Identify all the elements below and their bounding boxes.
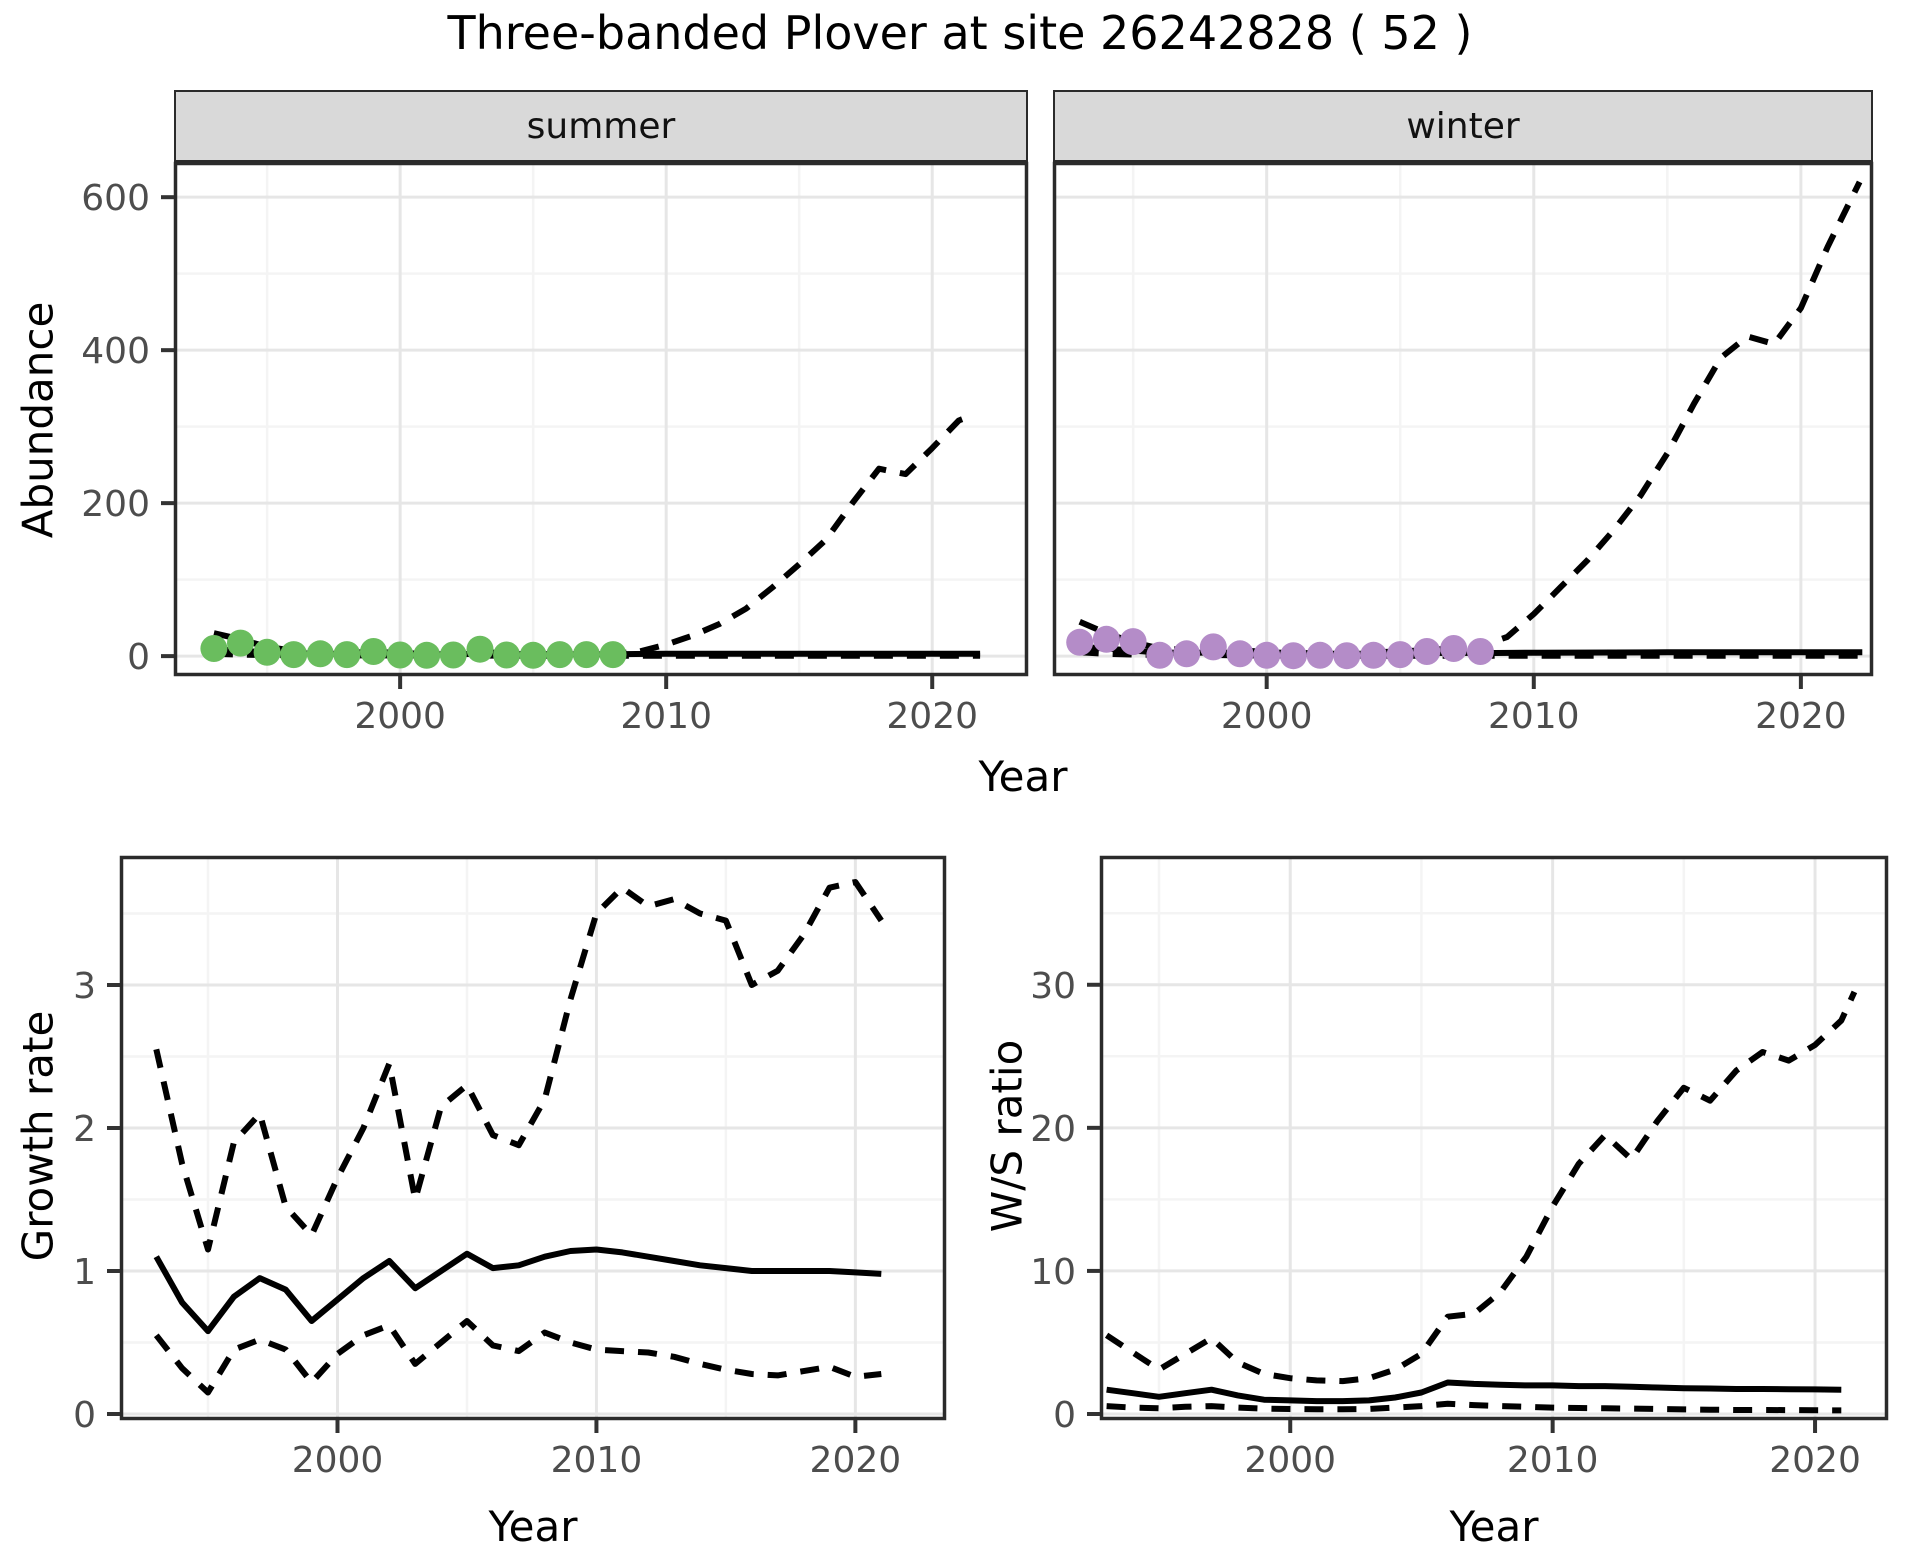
winter-observation-point — [1279, 642, 1307, 670]
growth-rate-axis-title: Growth rate — [13, 1010, 63, 1262]
summer-observation-point — [306, 640, 334, 668]
summer-observation-point — [227, 629, 254, 657]
abundance-axis-title: Abundance — [13, 301, 63, 539]
ws-estimate-line — [1106, 1379, 1842, 1405]
y-tick-label: 0 — [1053, 1395, 1076, 1436]
winter-observation-point — [1092, 625, 1120, 653]
growth-upper_ci-line — [153, 879, 884, 1253]
winter-observation-point — [1386, 641, 1414, 669]
y-tick-label: 200 — [81, 484, 150, 525]
growth-lower_ci-line — [153, 1318, 882, 1396]
winter-observation-point — [1466, 638, 1494, 665]
winter-observation-point — [1360, 641, 1387, 669]
winter-upper_ci-line — [1078, 180, 1863, 657]
year-axis-title-ws: Year — [1449, 1502, 1539, 1551]
y-tick-label: 20 — [1030, 1109, 1076, 1150]
panel-border — [173, 161, 1029, 677]
growth-rate-plot: 2000 2010 2020 0 1 2 3 — [73, 855, 947, 1481]
y-tick-label: 30 — [1030, 966, 1076, 1007]
x-tick-label: 2000 — [1221, 696, 1313, 737]
summer-observation-point — [546, 641, 574, 669]
x-tick-label: 2000 — [354, 696, 446, 737]
growth-estimate-line — [153, 1246, 882, 1335]
ws-ratio-plot: 2000 2010 2020 0 10 20 30 — [1030, 855, 1889, 1481]
winter-observation-point — [1146, 641, 1174, 669]
summer-observation-point — [439, 641, 467, 669]
x-tick-label: 2010 — [1507, 1440, 1599, 1481]
y-tick-label: 400 — [81, 331, 150, 372]
winter-observation-point — [1333, 642, 1361, 670]
y-tick-label: 10 — [1030, 1252, 1076, 1293]
y-tick-label: 2 — [73, 1109, 96, 1150]
facet-strip-winter: winter — [1053, 90, 1873, 162]
winter-observation-point — [1173, 640, 1201, 668]
summer-observation-point — [280, 641, 308, 669]
facet-strip-summer: summer — [174, 90, 1028, 162]
ws-upper_ci-line — [1104, 990, 1858, 1385]
ws-lower_ci-line — [1106, 1400, 1842, 1414]
year-axis-title-top: Year — [978, 752, 1068, 801]
x-tick-label: 2010 — [1488, 696, 1580, 737]
x-tick-label: 2020 — [1769, 1440, 1861, 1481]
summer-upper_ci-line — [213, 411, 976, 658]
x-tick-label: 2020 — [1755, 696, 1847, 737]
x-tick-label: 2000 — [292, 1440, 384, 1481]
winter-observation-point — [1253, 641, 1281, 669]
x-tick-label: 2010 — [620, 696, 712, 737]
winter-observation-point — [1226, 640, 1254, 668]
winter-observation-point — [1413, 638, 1441, 665]
x-tick-label: 2020 — [810, 1440, 902, 1481]
winter-observation-point — [1440, 635, 1468, 662]
ws-ratio-axis-title: W/S ratio — [982, 1039, 1032, 1233]
winter-observation-point — [1306, 641, 1334, 669]
panel-border — [119, 855, 947, 1421]
summer-observation-point — [493, 641, 521, 669]
summer-observation-point — [360, 638, 387, 665]
summer-observation-point — [200, 635, 228, 662]
y-tick-label: 0 — [127, 637, 150, 678]
y-tick-label: 600 — [81, 178, 150, 219]
winter-observation-point — [1199, 633, 1227, 661]
x-tick-label: 2010 — [551, 1440, 643, 1481]
x-tick-label: 2020 — [886, 696, 978, 737]
summer-observation-point — [572, 641, 600, 669]
winter-abundance-plot: 2000 2010 2020 — [1052, 161, 1874, 737]
winter-observation-point — [1066, 628, 1094, 656]
year-axis-title-growth: Year — [488, 1502, 578, 1551]
figure-title: Three-banded Plover at site 26242828 ( 5… — [447, 6, 1473, 60]
summer-observation-point — [253, 638, 281, 666]
summer-observation-point — [413, 641, 441, 669]
panel-border — [1099, 855, 1889, 1421]
summer-abundance-plot: 2000 2010 2020 0 200 400 600 — [81, 161, 1029, 737]
summer-observation-point — [599, 641, 627, 669]
winter-observation-point — [1119, 628, 1147, 656]
summer-observation-point — [333, 641, 361, 669]
summer-observation-point — [519, 641, 547, 669]
y-tick-label: 3 — [73, 966, 96, 1007]
y-tick-label: 0 — [73, 1395, 96, 1436]
summer-observation-point — [466, 635, 494, 663]
summer-observation-point — [386, 641, 414, 669]
x-tick-label: 2000 — [1244, 1440, 1336, 1481]
y-tick-label: 1 — [73, 1252, 96, 1293]
panel-border — [1052, 161, 1874, 677]
